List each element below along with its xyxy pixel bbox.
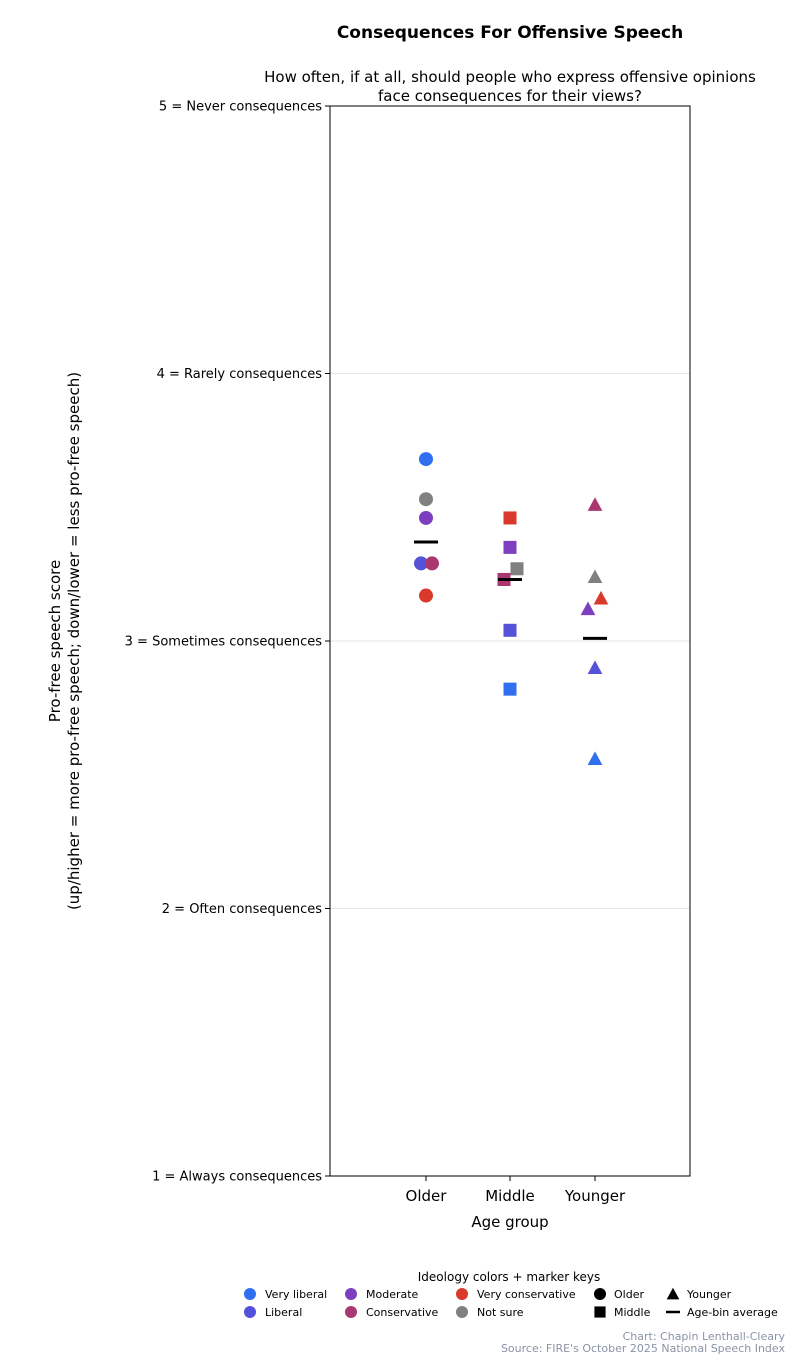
- legend-item: Liberal: [244, 1306, 302, 1319]
- credit-author: Chart: Chapin Lenthall-Cleary: [623, 1330, 786, 1343]
- point-liberal-middle: [503, 623, 517, 637]
- chart-title: Consequences For Offensive Speech: [337, 23, 683, 43]
- legend-label: Moderate: [366, 1288, 419, 1301]
- gridlines: [330, 105, 690, 1177]
- point-liberal-older: [414, 556, 428, 571]
- legend-label: Not sure: [477, 1306, 524, 1319]
- point-very-conservative-older: [419, 588, 433, 603]
- y-axis-label-line-2: (up/higher = more pro-free speech; down/…: [65, 372, 83, 910]
- x-tick-label: Older: [406, 1187, 448, 1205]
- point-conservative-younger: [587, 497, 603, 511]
- legend-label: Liberal: [265, 1306, 302, 1319]
- y-axis-label: Pro-free speech score (up/higher = more …: [46, 372, 83, 910]
- y-axis-label-line-1: Pro-free speech score: [46, 560, 64, 722]
- point-conservative-older: [425, 556, 439, 571]
- y-tick-label: 4 = Rarely consequences: [157, 367, 323, 382]
- x-axis: Older Middle Younger: [406, 1176, 626, 1205]
- chart-subtitle-line-2: face consequences for their views?: [378, 87, 642, 105]
- x-tick-label: Younger: [564, 1187, 626, 1205]
- point-moderate-older: [419, 510, 433, 525]
- legend-label: Age-bin average: [687, 1306, 778, 1319]
- legend-items: Very liberal Liberal Moderate Conservative V…: [244, 1287, 778, 1319]
- point-very-liberal-older: [419, 452, 433, 467]
- legend-label: Very conservative: [477, 1288, 576, 1301]
- point-not-sure-younger: [587, 569, 603, 584]
- legend-marker: [244, 1306, 256, 1318]
- y-tick-label: 5 = Never consequences: [159, 100, 322, 115]
- legend: Ideology colors + marker keys Very liber…: [244, 1270, 778, 1319]
- data-points: [414, 452, 609, 765]
- age-bin-averages: [414, 540, 607, 640]
- x-tick-label: Middle: [485, 1187, 535, 1205]
- x-axis-label: Age group: [471, 1213, 548, 1231]
- chart-subtitle-line-1: How often, if at all, should people who …: [264, 68, 756, 86]
- y-tick-label: 3 = Sometimes consequences: [125, 635, 323, 650]
- legend-item: Not sure: [456, 1306, 524, 1319]
- legend-marker: [456, 1306, 468, 1318]
- legend-marker-circle: [594, 1288, 606, 1300]
- y-axis: 5 = Never consequences 4 = Rarely consequ…: [125, 100, 330, 1185]
- legend-title: Ideology colors + marker keys: [418, 1270, 600, 1284]
- legend-label: Middle: [614, 1306, 651, 1319]
- legend-item: Age-bin average: [666, 1306, 778, 1319]
- point-not-sure-middle: [510, 562, 524, 576]
- legend-marker: [345, 1306, 357, 1318]
- point-very-conservative-younger: [593, 590, 609, 605]
- legend-label: Conservative: [366, 1306, 439, 1319]
- y-tick-label: 1 = Always consequences: [152, 1170, 322, 1185]
- legend-marker: [345, 1288, 357, 1300]
- legend-item: Moderate: [345, 1288, 419, 1301]
- legend-item: Conservative: [345, 1306, 439, 1319]
- point-not-sure-older: [419, 492, 433, 507]
- legend-item: Younger: [666, 1287, 732, 1301]
- point-liberal-younger: [587, 660, 603, 674]
- legend-item: Very liberal: [244, 1288, 327, 1301]
- legend-marker-triangle: [666, 1287, 680, 1300]
- legend-item: Middle: [594, 1306, 651, 1319]
- legend-marker-square: [594, 1306, 606, 1318]
- legend-item: Very conservative: [456, 1288, 576, 1301]
- point-moderate-younger: [580, 601, 596, 616]
- point-moderate-middle: [503, 540, 517, 554]
- legend-label: Younger: [686, 1288, 732, 1301]
- legend-label: Very liberal: [265, 1288, 327, 1301]
- credit-source: Source: FIRE's October 2025 National Spe…: [501, 1342, 786, 1355]
- point-very-liberal-middle: [503, 682, 517, 696]
- point-very-conservative-middle: [503, 511, 517, 525]
- y-tick-label: 2 = Often consequences: [162, 902, 322, 917]
- legend-marker: [456, 1288, 468, 1300]
- legend-item: Older: [594, 1288, 644, 1301]
- point-very-liberal-younger: [587, 751, 603, 765]
- legend-label: Older: [614, 1288, 644, 1301]
- legend-marker: [244, 1288, 256, 1300]
